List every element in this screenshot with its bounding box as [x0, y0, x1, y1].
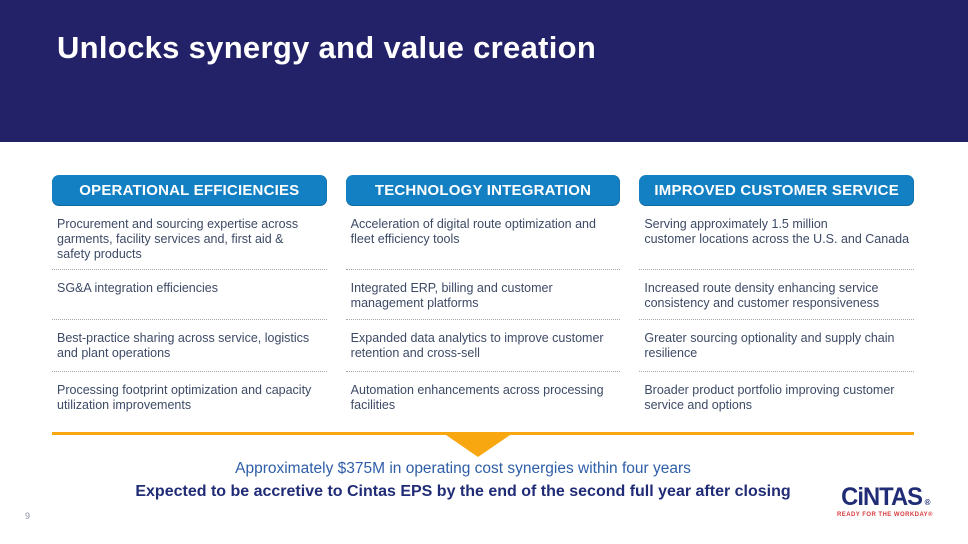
page-number: 9 [25, 511, 31, 521]
column-technology-integration: TECHNOLOGY INTEGRATION Acceleration of d… [345, 175, 621, 433]
column-item: Greater sourcing optionality and supply … [639, 320, 915, 372]
column-header-operational-efficiencies: OPERATIONAL EFFICIENCIES [52, 175, 327, 206]
yellow-divider-rule [52, 432, 914, 435]
column-item: Best-practice sharing across service, lo… [52, 320, 327, 372]
cintas-wordmark: CiNTAS [841, 483, 924, 511]
column-item: Serving approximately 1.5 million custom… [639, 206, 915, 270]
registered-mark: ® [924, 498, 931, 507]
cintas-tagline: READY FOR THE WORKDAY® [837, 512, 933, 518]
column-item: Increased route density enhancing servic… [639, 270, 915, 320]
column-improved-customer-service: IMPROVED CUSTOMER SERVICE Serving approx… [639, 175, 915, 433]
columns-container: OPERATIONAL EFFICIENCIES Procurement and… [52, 175, 915, 433]
column-item: Processing footprint optimization and ca… [57, 383, 312, 412]
column-item: Broader product portfolio improving cust… [644, 383, 895, 412]
slide-title: Unlocks synergy and value creation [57, 30, 597, 65]
column-item: Integrated ERP, billing and customer man… [345, 270, 621, 320]
column-header-improved-customer-service: IMPROVED CUSTOMER SERVICE [639, 175, 915, 206]
cintas-logo: CiNTAS ® READY FOR THE WORKDAY® [830, 483, 940, 519]
column-item: Automation enhancements across processin… [350, 383, 604, 412]
header-band: Unlocks synergy and value creation [0, 0, 968, 142]
column-item: Procurement and sourcing expertise acros… [52, 206, 327, 270]
column-item: Acceleration of digital route optimizati… [345, 206, 621, 270]
column-item: SG&A integration efficiencies [52, 270, 327, 320]
down-arrow-icon [446, 435, 510, 457]
column-operational-efficiencies: OPERATIONAL EFFICIENCIES Procurement and… [52, 175, 327, 433]
column-header-technology-integration: TECHNOLOGY INTEGRATION [345, 175, 621, 206]
footer-synergy-line: Approximately $375M in operating cost sy… [235, 460, 691, 477]
column-item: Expanded data analytics to improve custo… [345, 320, 621, 372]
footer-eps-line: Expected to be accretive to Cintas EPS b… [135, 483, 791, 500]
